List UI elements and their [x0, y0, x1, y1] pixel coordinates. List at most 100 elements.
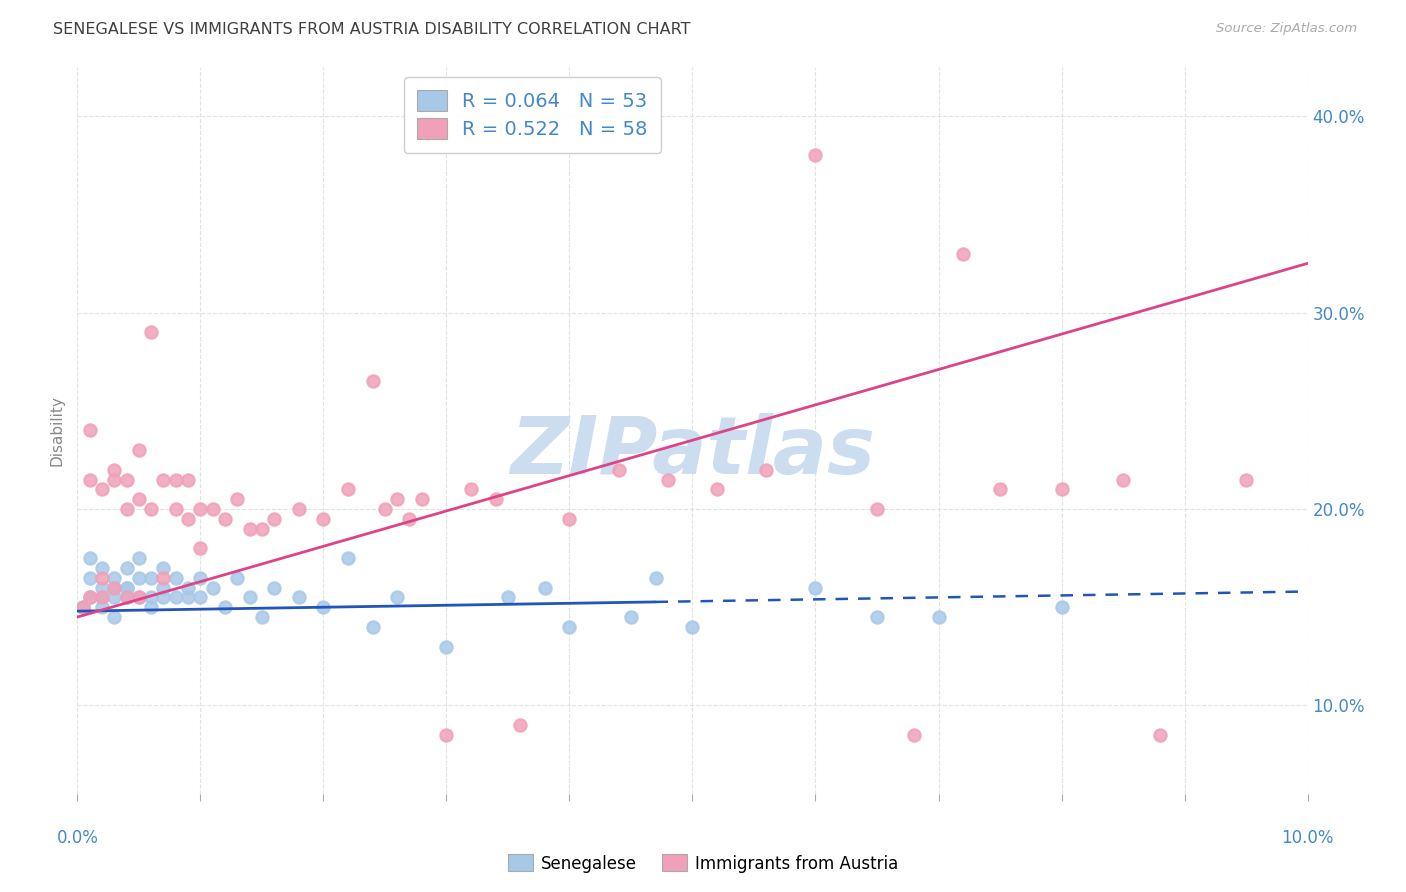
Point: [361, 374, 384, 388]
Point: [1050, 483, 1073, 497]
Point: [152, 473, 174, 487]
Point: [250, 522, 273, 536]
Point: [411, 492, 433, 507]
Point: [952, 246, 974, 260]
Point: [188, 502, 212, 516]
Legend: Senegalese, Immigrants from Austria: Senegalese, Immigrants from Austria: [501, 847, 905, 880]
Point: [928, 610, 950, 624]
Point: [263, 581, 285, 595]
Point: [165, 473, 187, 487]
Point: [804, 581, 827, 595]
Point: [706, 483, 728, 497]
Point: [177, 581, 200, 595]
Point: [485, 492, 508, 507]
Point: [866, 610, 889, 624]
Point: [337, 551, 360, 566]
Point: [188, 591, 212, 605]
Point: [804, 148, 827, 162]
Point: [90, 561, 114, 575]
Point: [141, 600, 163, 615]
Point: [90, 591, 114, 605]
Point: [165, 571, 187, 585]
Point: [620, 610, 643, 624]
Point: [90, 571, 114, 585]
Point: [385, 492, 409, 507]
Point: [263, 512, 285, 526]
Point: [214, 600, 236, 615]
Point: [103, 591, 125, 605]
Point: [201, 502, 224, 516]
Point: [214, 512, 236, 526]
Point: [509, 718, 531, 732]
Point: [79, 591, 101, 605]
Point: [152, 591, 174, 605]
Text: ZIPatlas: ZIPatlas: [510, 413, 875, 491]
Point: [177, 591, 200, 605]
Point: [103, 473, 125, 487]
Point: [90, 591, 114, 605]
Point: [460, 483, 482, 497]
Point: [312, 600, 335, 615]
Point: [72, 600, 94, 615]
Point: [607, 463, 630, 477]
Text: 10.0%: 10.0%: [1281, 830, 1334, 847]
Point: [128, 591, 150, 605]
Point: [337, 483, 360, 497]
Point: [115, 581, 138, 595]
Point: [534, 581, 557, 595]
Point: [188, 571, 212, 585]
Point: [90, 581, 114, 595]
Point: [141, 325, 163, 339]
Point: [128, 571, 150, 585]
Point: [79, 551, 101, 566]
Point: [496, 591, 519, 605]
Point: [385, 591, 409, 605]
Point: [103, 581, 125, 595]
Point: [115, 473, 138, 487]
Point: [141, 571, 163, 585]
Point: [79, 571, 101, 585]
Point: [165, 591, 187, 605]
Point: [866, 502, 889, 516]
Point: [288, 502, 311, 516]
Point: [103, 463, 125, 477]
Point: [226, 571, 249, 585]
Point: [903, 728, 925, 742]
Point: [128, 492, 150, 507]
Text: Source: ZipAtlas.com: Source: ZipAtlas.com: [1216, 22, 1357, 36]
Point: [436, 728, 458, 742]
Point: [103, 610, 125, 624]
Point: [128, 591, 150, 605]
Point: [165, 502, 187, 516]
Point: [558, 512, 581, 526]
Point: [103, 581, 125, 595]
Point: [1149, 728, 1171, 742]
Point: [141, 502, 163, 516]
Point: [90, 483, 114, 497]
Point: [79, 591, 101, 605]
Point: [177, 512, 200, 526]
Point: [1112, 473, 1135, 487]
Point: [141, 591, 163, 605]
Point: [226, 492, 249, 507]
Point: [288, 591, 311, 605]
Y-axis label: Disability: Disability: [49, 395, 65, 466]
Point: [115, 591, 138, 605]
Point: [988, 483, 1011, 497]
Point: [72, 600, 94, 615]
Point: [79, 424, 101, 438]
Point: [201, 581, 224, 595]
Point: [90, 600, 114, 615]
Point: [239, 522, 262, 536]
Point: [128, 443, 150, 458]
Text: SENEGALESE VS IMMIGRANTS FROM AUSTRIA DISABILITY CORRELATION CHART: SENEGALESE VS IMMIGRANTS FROM AUSTRIA DI…: [53, 22, 690, 37]
Point: [177, 473, 200, 487]
Point: [115, 502, 138, 516]
Point: [682, 620, 704, 634]
Point: [436, 640, 458, 654]
Point: [250, 610, 273, 624]
Point: [1050, 600, 1073, 615]
Text: 0.0%: 0.0%: [56, 830, 98, 847]
Point: [128, 551, 150, 566]
Point: [79, 473, 101, 487]
